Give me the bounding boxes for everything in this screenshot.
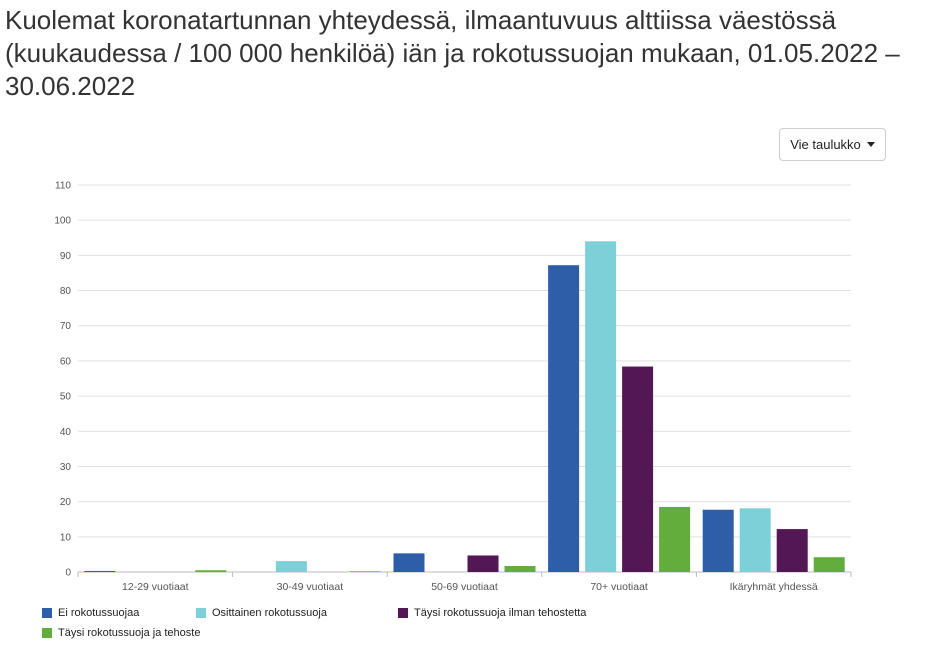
caret-down-icon [866,142,875,147]
bar-4[interactable] [504,566,536,572]
legend-item[interactable]: Täysi rokotussuoja ilman tehostetta [398,607,586,619]
bar-2[interactable] [585,241,617,573]
x-tick-label: 12-29 vuotiaat [122,581,189,593]
legend-label: Täysi rokotussuoja ilman tehostetta [414,607,587,619]
x-tick-label: 50-69 vuotiaat [431,581,498,593]
y-tick-label: 50 [60,392,72,403]
y-tick-label: 90 [60,251,72,262]
bar-2[interactable] [739,508,771,572]
bar-3[interactable] [467,555,499,572]
bar-4[interactable] [349,571,381,572]
export-table-label: Vie taulukko [790,137,861,152]
bar-3[interactable] [776,529,808,572]
y-tick-label: 40 [60,427,72,438]
bar-2[interactable] [275,561,307,572]
bar-4[interactable] [659,506,691,572]
legend-swatch [42,628,52,638]
legend-label: Osittainen rokotussuoja [212,607,327,619]
bar-1[interactable] [84,570,116,572]
legend-label: Täysi rokotussuoja ja tehoste [58,627,201,639]
legend-swatch [398,608,408,618]
bar-1[interactable] [393,553,425,572]
x-tick-label: 30-49 vuotiaat [277,581,344,593]
y-tick-label: 70 [60,321,72,332]
y-tick-label: 0 [65,568,71,579]
y-tick-label: 100 [54,216,71,227]
bar-3[interactable] [622,366,654,572]
y-tick-label: 80 [60,286,72,297]
legend-item[interactable]: Osittainen rokotussuoja [196,607,327,619]
y-tick-label: 20 [60,497,72,508]
y-tick-label: 60 [60,356,72,367]
chart-title: Kuolemat koronatartunnan yhteydessä, ilm… [5,5,900,101]
legend-swatch [42,608,52,618]
bar-1[interactable] [548,265,580,572]
bar-1[interactable] [702,509,734,572]
y-tick-label: 110 [55,181,71,192]
y-tick-label: 10 [60,532,72,543]
legend-label: Ei rokotussuojaa [58,607,140,619]
legend-item[interactable]: Ei rokotussuojaa [42,607,139,619]
bar-4[interactable] [195,570,227,572]
y-tick-label: 30 [60,462,72,473]
export-table-button[interactable]: Vie taulukko [779,128,886,161]
legend-swatch [196,608,206,618]
x-tick-label: Ikäryhmät yhdessä [730,581,818,593]
x-tick-label: 70+ vuotiaat [590,581,648,593]
legend-item[interactable]: Täysi rokotussuoja ja tehoste [42,627,200,639]
bar-4[interactable] [813,557,845,572]
